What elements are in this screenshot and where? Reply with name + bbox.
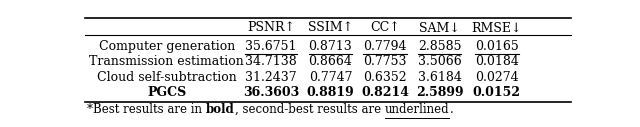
Text: 0.7794: 0.7794 [364, 39, 407, 53]
Text: PGCS: PGCS [147, 86, 186, 99]
Text: 34.7138: 34.7138 [245, 55, 297, 68]
Text: 31.2437: 31.2437 [245, 71, 297, 84]
Text: SAM↓: SAM↓ [419, 21, 460, 34]
Text: 2.8585: 2.8585 [418, 39, 461, 53]
Text: 0.0184: 0.0184 [475, 55, 518, 68]
Text: 3.6184: 3.6184 [418, 71, 461, 84]
Text: 0.0274: 0.0274 [475, 71, 518, 84]
Text: 3.5066: 3.5066 [418, 55, 461, 68]
Text: , second-best results are: , second-best results are [235, 103, 385, 116]
Text: CC↑: CC↑ [370, 21, 400, 34]
Text: Transmission estimation: Transmission estimation [90, 55, 244, 68]
Text: Computer generation: Computer generation [99, 39, 235, 53]
Text: 2.5899: 2.5899 [416, 86, 463, 99]
Text: 0.8214: 0.8214 [361, 86, 409, 99]
Text: 0.8819: 0.8819 [307, 86, 355, 99]
Text: 0.7753: 0.7753 [364, 55, 407, 68]
Text: 0.7747: 0.7747 [308, 71, 352, 84]
Text: 0.0152: 0.0152 [472, 86, 521, 99]
Text: 0.8664: 0.8664 [308, 55, 353, 68]
Text: Cloud self-subtraction: Cloud self-subtraction [97, 71, 237, 84]
Text: SSIM↑: SSIM↑ [308, 21, 353, 34]
Text: .: . [449, 103, 453, 116]
Text: bold: bold [206, 103, 235, 116]
Text: 0.0165: 0.0165 [475, 39, 518, 53]
Text: 0.6352: 0.6352 [364, 71, 407, 84]
Text: RMSE↓: RMSE↓ [472, 21, 522, 34]
Text: PSNR↑: PSNR↑ [247, 21, 295, 34]
Text: 35.6751: 35.6751 [245, 39, 297, 53]
Text: underlined: underlined [385, 103, 449, 116]
Text: *Best results are in: *Best results are in [88, 103, 206, 116]
Text: 0.8713: 0.8713 [308, 39, 353, 53]
Text: 36.3603: 36.3603 [243, 86, 299, 99]
